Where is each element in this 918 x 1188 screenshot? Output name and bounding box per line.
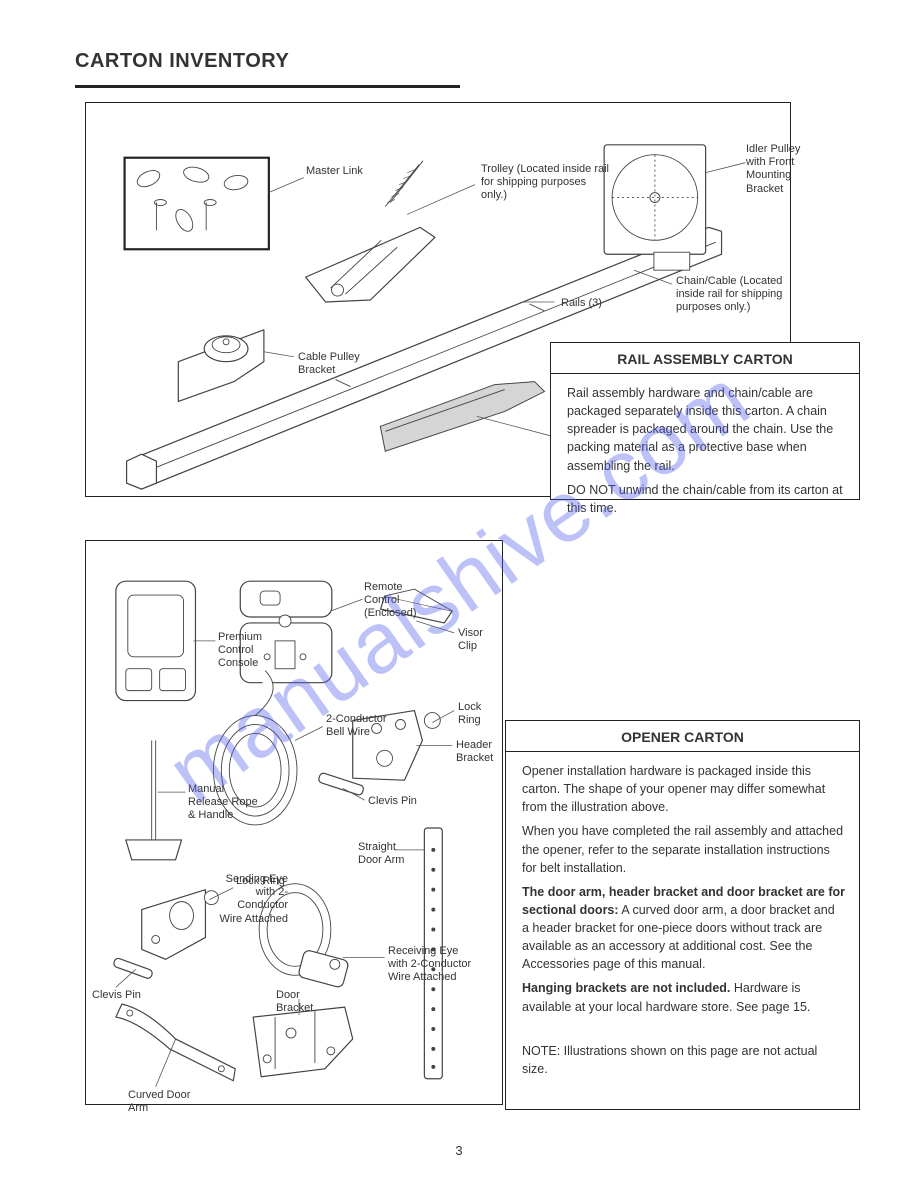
callout1-title: RAIL ASSEMBLY CARTON [551,343,859,374]
callout2-title: OPENER CARTON [506,721,859,752]
opener-carton-callout: OPENER CARTON Opener installation hardwa… [505,720,860,1110]
sending-eye-drawing [113,890,219,980]
label-bell-wire: 2-Conductor Bell Wire [326,713,396,739]
label-visor-clip: Visor Clip [458,627,498,653]
idler-pulley-drawing [604,145,705,270]
curved-arm-drawing [116,1004,235,1081]
label-master-link: Master Link [306,165,363,178]
master-link-inset [125,158,269,250]
rope-handle-drawing [126,740,182,859]
label-rope-handle: Manual Release Rope & Handle [188,783,258,823]
callout2-p2: When you have completed the rail assembl… [522,822,845,876]
label-straight: Straight Door Arm [358,841,408,867]
cable-pulley-drawing [178,330,264,402]
label-remote: Remote Control (Enclosed) [364,581,434,621]
callout2-p4: Hanging brackets are not included. Hardw… [522,979,845,1015]
label-receiver: Receiving Eye with 2-Conductor Wire Atta… [388,945,480,985]
label-lock-ring: Lock Ring [458,701,498,727]
callout1-p2: DO NOT unwind the chain/cable from its c… [567,481,845,517]
door-bracket-drawing [253,1007,353,1077]
label-premium: Premium Control Console [218,631,278,671]
label-door-bracket: Door Bracket [276,989,336,1015]
opener-carton-illustration: Premium Control Console Remote Control (… [85,540,503,1105]
callout1-p1: Rail assembly hardware and chain/cable a… [567,384,845,475]
header-rule [75,85,460,88]
trolley-drawing [306,161,435,302]
label-clevis: Clevis Pin [368,795,418,808]
chain-spreader-drawing [380,382,544,452]
rail-carton-callout: RAIL ASSEMBLY CARTON Rail assembly hardw… [550,342,860,500]
label-rails: Rails (3) [561,297,602,310]
label-clevis2: Clevis Pin [92,989,152,1002]
label-header: Header Bracket [456,739,500,765]
label-chain-cable: Chain/Cable (Located inside rail for shi… [676,275,786,315]
label-idler-pulley: Idler Pulley with Front Mounting Bracket [746,143,816,196]
page-number: 3 [455,1143,462,1158]
label-cable-pulley: Cable Pulley Bracket [298,351,378,377]
callout2-p1: Opener installation hardware is packaged… [522,762,845,816]
callout2-note: NOTE: Illustrations shown on this page a… [522,1042,845,1078]
console-drawing [116,581,196,700]
label-trolley: Trolley (Located inside rail for shippin… [481,163,611,203]
callout2-p3: The door arm, header bracket and door br… [522,883,845,974]
label-curved: Curved Door Arm [128,1089,198,1115]
label-sender: Sending Eye with 2-Conductor Wire Attach… [218,873,288,926]
page-title: CARTON INVENTORY [75,50,858,73]
